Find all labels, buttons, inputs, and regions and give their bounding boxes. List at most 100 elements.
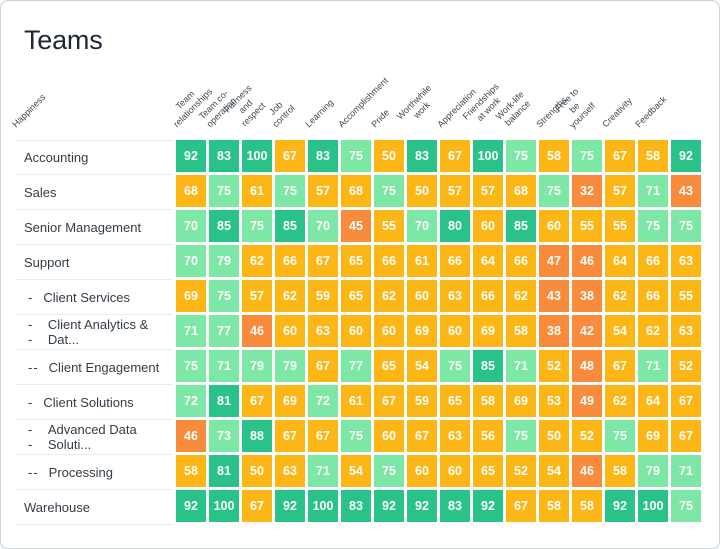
score-cell[interactable]: 61 [407, 245, 437, 278]
score-cell[interactable]: 67 [275, 140, 305, 173]
score-cell[interactable]: 58 [638, 140, 668, 173]
score-cell[interactable]: 71 [671, 455, 701, 488]
score-cell[interactable]: 69 [473, 315, 503, 348]
score-cell[interactable]: 88 [242, 420, 272, 453]
score-cell[interactable]: 83 [308, 140, 338, 173]
score-cell[interactable]: 75 [572, 140, 602, 173]
score-cell[interactable]: 55 [671, 280, 701, 313]
score-cell[interactable]: 60 [374, 420, 404, 453]
score-cell[interactable]: 58 [605, 455, 635, 488]
score-cell[interactable]: 46 [176, 420, 206, 453]
score-cell[interactable]: 45 [341, 210, 371, 243]
score-cell[interactable]: 63 [440, 280, 470, 313]
row-label-client-solutions[interactable]: - Client Solutions [15, 385, 173, 421]
score-cell[interactable]: 92 [176, 490, 206, 523]
score-cell[interactable]: 60 [341, 315, 371, 348]
score-cell[interactable]: 66 [275, 245, 305, 278]
score-cell[interactable]: 75 [176, 350, 206, 383]
score-cell[interactable]: 66 [638, 245, 668, 278]
score-cell[interactable]: 43 [539, 280, 569, 313]
score-cell[interactable]: 75 [638, 210, 668, 243]
row-label-support[interactable]: Support [15, 245, 173, 281]
score-cell[interactable]: 43 [671, 175, 701, 208]
score-cell[interactable]: 75 [209, 280, 239, 313]
score-cell[interactable]: 67 [308, 245, 338, 278]
score-cell[interactable]: 63 [671, 315, 701, 348]
score-cell[interactable]: 55 [374, 210, 404, 243]
score-cell[interactable]: 62 [638, 315, 668, 348]
score-cell[interactable]: 81 [209, 385, 239, 418]
score-cell[interactable]: 65 [341, 280, 371, 313]
score-cell[interactable]: 59 [407, 385, 437, 418]
score-cell[interactable]: 65 [473, 455, 503, 488]
score-cell[interactable]: 83 [440, 490, 470, 523]
score-cell[interactable]: 75 [374, 455, 404, 488]
score-cell[interactable]: 75 [341, 140, 371, 173]
score-cell[interactable]: 71 [506, 350, 536, 383]
score-cell[interactable]: 38 [539, 315, 569, 348]
score-cell[interactable]: 92 [275, 490, 305, 523]
score-cell[interactable]: 48 [572, 350, 602, 383]
score-cell[interactable]: 67 [407, 420, 437, 453]
score-cell[interactable]: 64 [473, 245, 503, 278]
score-cell[interactable]: 68 [341, 175, 371, 208]
score-cell[interactable]: 58 [539, 140, 569, 173]
score-cell[interactable]: 54 [605, 315, 635, 348]
score-cell[interactable]: 67 [275, 420, 305, 453]
score-cell[interactable]: 100 [242, 140, 272, 173]
score-cell[interactable]: 92 [176, 140, 206, 173]
score-cell[interactable]: 71 [209, 350, 239, 383]
score-cell[interactable]: 60 [407, 280, 437, 313]
row-label-client-engagement[interactable]: -- Client Engagement [15, 350, 173, 386]
score-cell[interactable]: 67 [506, 490, 536, 523]
score-cell[interactable]: 69 [506, 385, 536, 418]
score-cell[interactable]: 69 [176, 280, 206, 313]
score-cell[interactable]: 75 [506, 420, 536, 453]
score-cell[interactable]: 79 [275, 350, 305, 383]
score-cell[interactable]: 77 [341, 350, 371, 383]
score-cell[interactable]: 68 [506, 175, 536, 208]
score-cell[interactable]: 79 [638, 455, 668, 488]
score-cell[interactable]: 61 [341, 385, 371, 418]
score-cell[interactable]: 71 [176, 315, 206, 348]
score-cell[interactable]: 55 [572, 210, 602, 243]
score-cell[interactable]: 67 [440, 140, 470, 173]
score-cell[interactable]: 50 [242, 455, 272, 488]
score-cell[interactable]: 62 [605, 385, 635, 418]
score-cell[interactable]: 77 [209, 315, 239, 348]
row-label-client-analytics-dat[interactable]: -- Client Analytics & Dat... [15, 315, 173, 351]
score-cell[interactable]: 50 [374, 140, 404, 173]
score-cell[interactable]: 69 [407, 315, 437, 348]
row-label-processing[interactable]: -- Processing [15, 455, 173, 491]
row-label-senior-management[interactable]: Senior Management [15, 210, 173, 246]
score-cell[interactable]: 67 [242, 490, 272, 523]
score-cell[interactable]: 67 [242, 385, 272, 418]
score-cell[interactable]: 92 [605, 490, 635, 523]
score-cell[interactable]: 66 [506, 245, 536, 278]
score-cell[interactable]: 70 [308, 210, 338, 243]
score-cell[interactable]: 50 [407, 175, 437, 208]
score-cell[interactable]: 66 [638, 280, 668, 313]
score-cell[interactable]: 80 [440, 210, 470, 243]
score-cell[interactable]: 75 [539, 175, 569, 208]
score-cell[interactable]: 67 [374, 385, 404, 418]
score-cell[interactable]: 65 [374, 350, 404, 383]
score-cell[interactable]: 52 [572, 420, 602, 453]
score-cell[interactable]: 81 [209, 455, 239, 488]
score-cell[interactable]: 75 [374, 175, 404, 208]
score-cell[interactable]: 69 [275, 385, 305, 418]
row-label-advanced-data-soluti[interactable]: -- Advanced Data Soluti... [15, 420, 173, 456]
row-label-accounting[interactable]: Accounting [15, 140, 173, 176]
score-cell[interactable]: 57 [605, 175, 635, 208]
score-cell[interactable]: 52 [506, 455, 536, 488]
score-cell[interactable]: 62 [605, 280, 635, 313]
score-cell[interactable]: 79 [209, 245, 239, 278]
score-cell[interactable]: 54 [407, 350, 437, 383]
score-cell[interactable]: 59 [308, 280, 338, 313]
score-cell[interactable]: 68 [176, 175, 206, 208]
row-label-client-services[interactable]: - Client Services [15, 280, 173, 316]
score-cell[interactable]: 49 [572, 385, 602, 418]
score-cell[interactable]: 75 [242, 210, 272, 243]
score-cell[interactable]: 38 [572, 280, 602, 313]
score-cell[interactable]: 56 [473, 420, 503, 453]
